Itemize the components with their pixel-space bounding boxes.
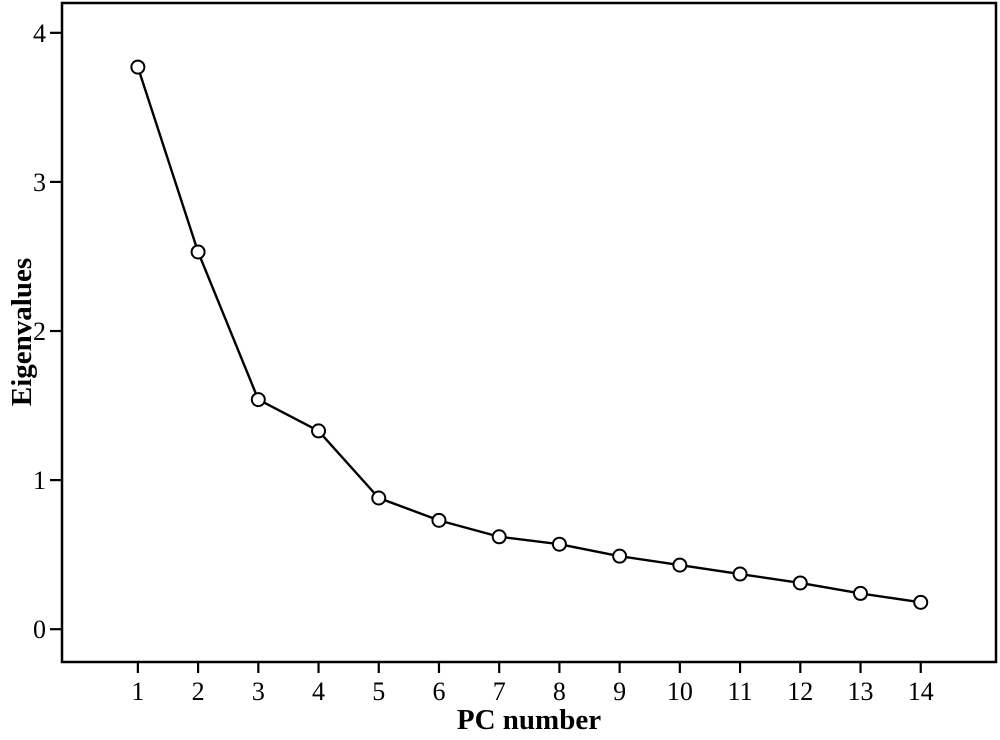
data-point [130, 59, 146, 75]
x-tick-label: 13 [848, 677, 874, 706]
y-tick-label: 0 [33, 615, 46, 644]
data-point [792, 575, 808, 591]
x-tick-label: 3 [252, 677, 265, 706]
data-point [672, 557, 688, 573]
x-tick-label: 12 [787, 677, 813, 706]
data-point [311, 423, 327, 439]
y-tick-label: 1 [33, 466, 46, 495]
data-point [491, 529, 507, 545]
data-point [913, 594, 929, 610]
x-tick-label: 14 [908, 677, 934, 706]
data-point [853, 585, 869, 601]
y-tick-label: 2 [33, 317, 46, 346]
data-point [612, 548, 628, 564]
x-tick-label: 2 [192, 677, 205, 706]
series-line [136, 65, 922, 604]
x-tick-label: 10 [667, 677, 693, 706]
x-tick-label: 1 [131, 677, 144, 706]
x-tick-label: 6 [432, 677, 445, 706]
x-tick-label: 8 [553, 677, 566, 706]
data-point [431, 512, 447, 528]
data-point [190, 244, 206, 260]
plot-frame [60, 1, 998, 664]
x-tick-label: 5 [372, 677, 385, 706]
y-tick-label: 3 [33, 168, 46, 197]
y-tick-label: 4 [33, 19, 46, 48]
x-tick-label: 7 [493, 677, 506, 706]
x-tick-label: 9 [613, 677, 626, 706]
data-point [732, 566, 748, 582]
data-point [371, 490, 387, 506]
x-axis-title: PC number [457, 704, 601, 736]
data-point [250, 392, 266, 408]
x-tick-label: 11 [728, 677, 753, 706]
y-axis-title: Eigenvalues [6, 258, 38, 406]
x-tick-label: 4 [312, 677, 325, 706]
data-point [551, 536, 567, 552]
